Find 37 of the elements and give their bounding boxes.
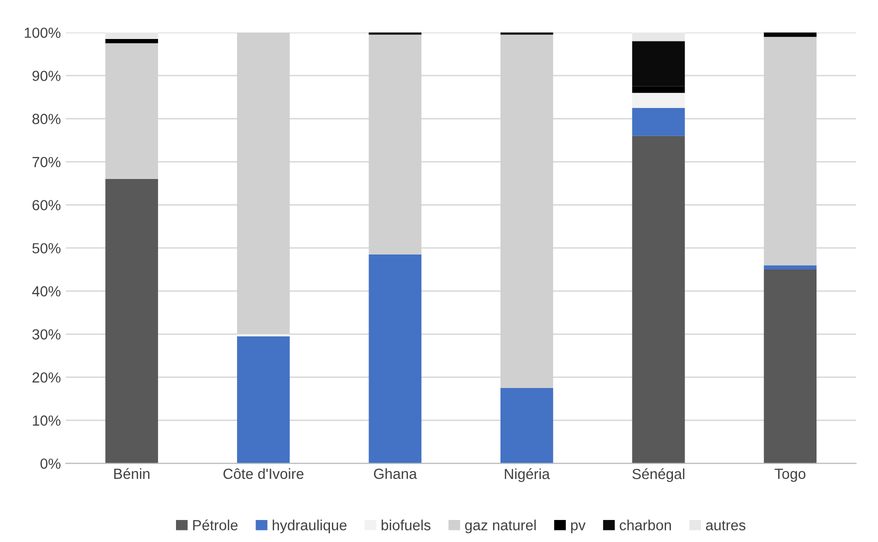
y-tick-label: 50%	[32, 243, 60, 254]
y-tick-label: 0%	[40, 458, 60, 469]
y-tick-label: 40%	[32, 286, 60, 296]
legend-label: charbon	[620, 520, 671, 530]
legend-label: gaz naturel	[465, 520, 536, 534]
bar	[764, 270, 817, 464]
y-tick-label: 90%	[32, 70, 60, 82]
bar	[764, 32, 817, 37]
x-tick-label: Bénin	[114, 468, 150, 479]
bar	[368, 254, 422, 464]
bar	[632, 92, 685, 108]
legend-label: pv	[571, 522, 586, 534]
x-tick-label: Côte d'Ivoire	[223, 468, 304, 479]
bar	[632, 108, 685, 136]
bar	[632, 136, 685, 464]
legend-label: Pétrole	[193, 519, 238, 530]
y-tick-label: 10%	[32, 415, 60, 426]
y-tick-label: 100%	[24, 28, 60, 38]
x-tick-label: Nigéria	[504, 468, 550, 482]
y-tick-label: 80%	[32, 114, 60, 124]
bar	[105, 179, 158, 464]
bar	[105, 38, 158, 44]
x-tick-label: Togo	[774, 468, 806, 482]
y-tick-label: 30%	[32, 329, 60, 340]
bar	[105, 32, 158, 39]
bar	[632, 32, 685, 42]
x-tick-label: Sénégal	[632, 468, 684, 482]
bar	[764, 265, 817, 270]
legend-label: hydraulique	[272, 520, 347, 534]
x-tick-label: Ghana	[374, 468, 417, 479]
y-tick-label: 70%	[32, 156, 60, 168]
y-tick-label: 20%	[32, 372, 60, 383]
bar	[500, 388, 554, 464]
legend-label: autres	[706, 520, 746, 530]
legend-label: biofuels	[382, 520, 430, 530]
y-tick-label: 60%	[32, 200, 60, 210]
bar	[237, 336, 290, 464]
